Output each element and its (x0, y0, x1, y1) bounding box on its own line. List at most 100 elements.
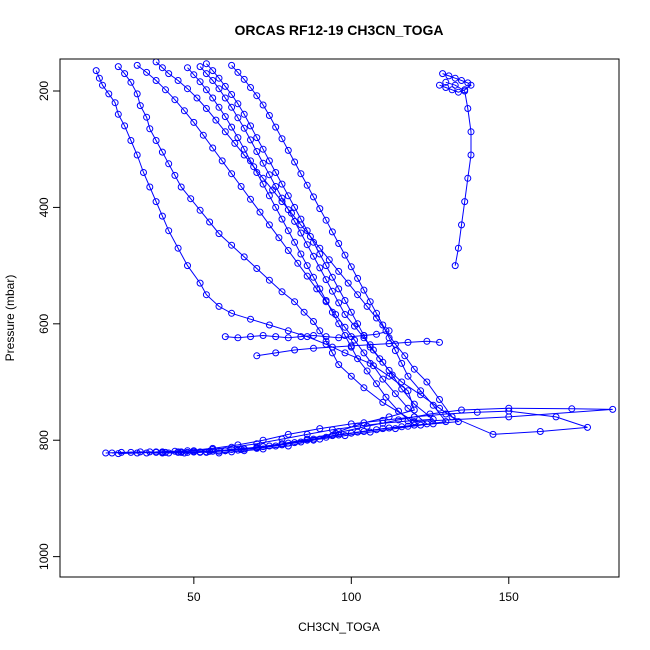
data-point (335, 267, 343, 275)
data-point (284, 192, 292, 200)
data-point (152, 198, 160, 206)
data-point (363, 302, 371, 310)
series-7 (152, 63, 437, 456)
data-point (322, 337, 330, 345)
data-point (196, 63, 204, 71)
data-point (209, 94, 217, 102)
data-point (278, 435, 286, 443)
data-point (152, 137, 160, 144)
data-point (454, 244, 462, 252)
series-11 (221, 327, 393, 342)
data-point (165, 70, 173, 78)
data-point (177, 183, 185, 191)
data-point (190, 71, 198, 79)
data-point (237, 183, 245, 190)
series-3 (114, 58, 591, 458)
data-point (310, 238, 317, 246)
data-point (423, 378, 431, 386)
data-point (395, 416, 402, 424)
x-tick-label: 100 (341, 590, 361, 604)
data-point (297, 170, 305, 178)
data-point (158, 212, 166, 220)
data-point (196, 78, 204, 86)
chart-title: ORCAS RF12-19 CH3CN_TOGA (234, 22, 443, 38)
data-point (228, 170, 236, 178)
data-point (423, 337, 431, 345)
data-point (105, 90, 113, 98)
data-point (171, 96, 179, 104)
data-point (341, 297, 349, 304)
data-point (228, 123, 236, 131)
data-point (165, 160, 173, 168)
data-point (310, 252, 317, 260)
data-point (215, 85, 223, 93)
x-tick-label: 150 (499, 590, 519, 604)
data-point (328, 287, 336, 295)
data-point (228, 61, 236, 69)
data-point (202, 448, 210, 456)
data-point (234, 68, 242, 76)
data-point (328, 228, 336, 236)
data-point (373, 309, 380, 317)
data-point (458, 221, 465, 229)
data-point (388, 371, 396, 379)
data-point (291, 238, 299, 246)
data-point (341, 311, 349, 318)
series-line (118, 61, 588, 455)
data-point (322, 276, 330, 284)
data-point (458, 77, 465, 84)
data-point (95, 74, 103, 82)
data-point (391, 390, 399, 398)
data-point (284, 439, 292, 447)
data-point (272, 333, 280, 341)
data-point (196, 279, 204, 287)
data-point (291, 217, 299, 225)
data-point (278, 215, 286, 223)
data-point (259, 332, 267, 339)
data-point (247, 333, 254, 341)
data-point (404, 338, 412, 346)
data-point (379, 321, 387, 329)
data-point (215, 103, 223, 111)
data-point (114, 450, 122, 458)
data-point (442, 84, 450, 91)
data-point (272, 183, 280, 190)
data-point (316, 205, 324, 213)
data-point (221, 447, 229, 455)
data-point (568, 405, 576, 413)
data-point (322, 333, 330, 341)
data-point (398, 385, 406, 393)
data-point (316, 264, 324, 272)
data-point (184, 64, 191, 72)
series-2 (108, 63, 617, 457)
data-point (234, 334, 242, 342)
data-point (240, 445, 248, 453)
data-point (294, 259, 302, 267)
axes-layer: 50 100 150 200 400 600 800 1000 (37, 81, 519, 604)
data-point (354, 355, 362, 363)
data-point (328, 308, 336, 316)
data-point (354, 422, 362, 430)
data-layer (92, 58, 617, 458)
data-point (328, 273, 336, 281)
data-point (259, 101, 267, 109)
data-point (401, 352, 409, 360)
data-point (360, 428, 368, 435)
data-point (410, 400, 418, 408)
data-point (240, 110, 248, 118)
data-point (143, 68, 151, 76)
data-point (328, 426, 336, 434)
series-line (95, 70, 415, 454)
data-point (284, 247, 292, 254)
data-point (379, 398, 387, 406)
data-point (272, 123, 280, 131)
data-point (300, 308, 308, 316)
data-point (360, 334, 368, 342)
data-point (265, 276, 273, 284)
data-point (369, 362, 377, 370)
data-point (133, 151, 141, 159)
data-point (209, 67, 217, 75)
data-point (265, 157, 273, 165)
x-tick-label: 50 (187, 590, 201, 604)
